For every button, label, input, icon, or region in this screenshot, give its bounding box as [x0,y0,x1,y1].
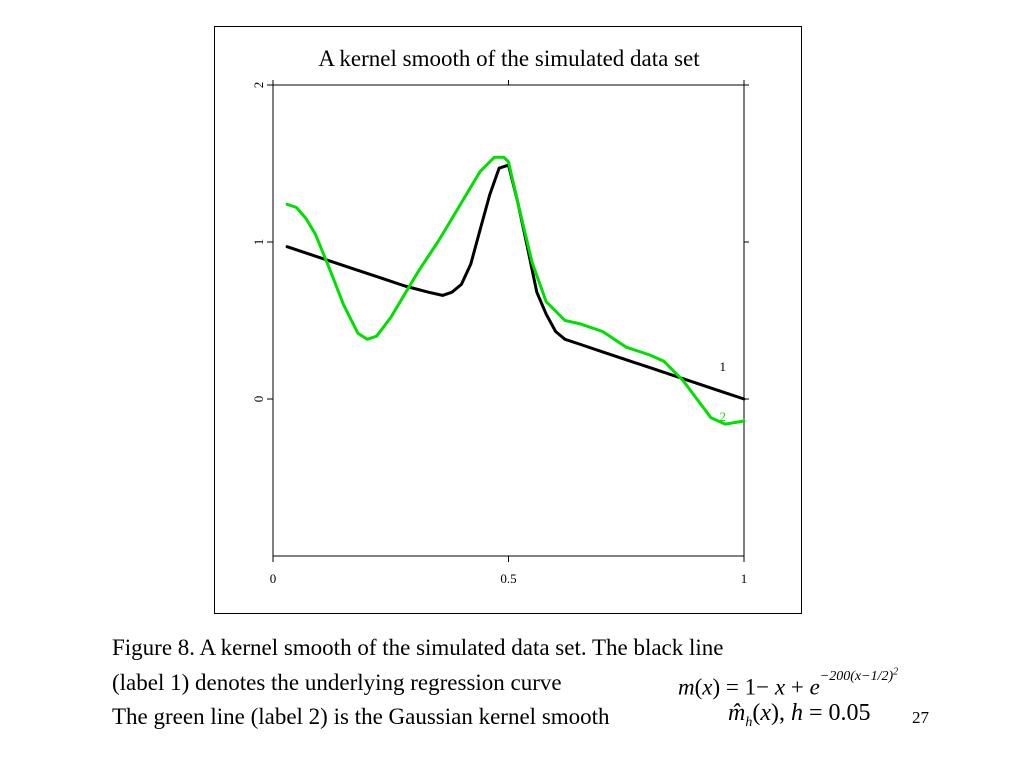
x-tick-label: 0.5 [500,571,516,586]
y-tick-label: 1 [251,239,266,246]
x-tick-label: 1 [741,571,748,586]
series-group [285,155,746,426]
series-label-1: 1 [720,359,727,374]
series-label-2: 2 [720,409,727,424]
series-line-2 [285,155,746,426]
caption-line-2: (label 1) denotes the underlying regress… [112,670,562,695]
caption-line-1: Figure 8. A kernel smooth of the simulat… [112,635,724,660]
chart-title: A kernel smooth of the simulated data se… [318,46,700,71]
slide-number: 27 [912,708,929,727]
figure-frame: A kernel smooth of the simulated data se… [214,26,802,614]
chart: A kernel smooth of the simulated data se… [251,46,749,586]
smooth-formula: m̂h(x), h = 0.05 [728,700,871,730]
plot-area-border [272,84,745,557]
y-tick-label: 0 [251,396,266,403]
series-line-1 [285,163,746,401]
series-labels: 12 [720,359,727,424]
y-tick-label: 2 [251,82,266,89]
caption-line-3: The green line (label 2) is the Gaussian… [112,704,610,729]
x-tick-label: 0 [270,571,277,586]
regression-formula: m(x) = 1− x + e−200(x−1/2)2 [678,666,899,700]
